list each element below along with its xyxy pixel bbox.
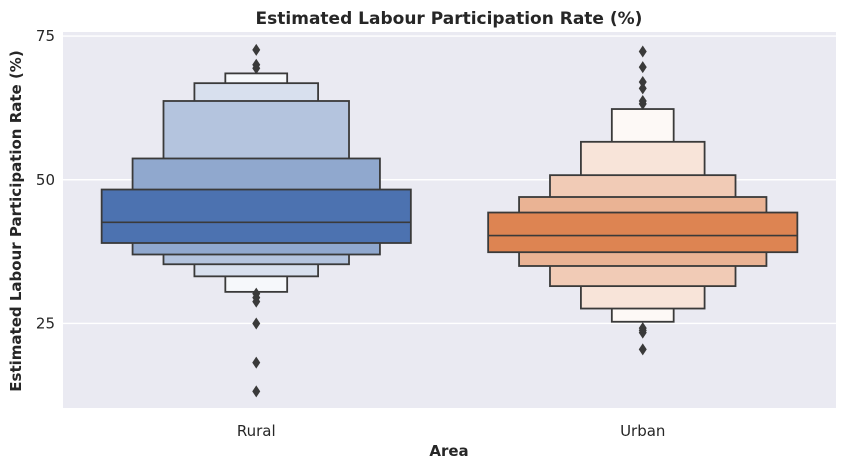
- x-axis-label: Area: [429, 442, 468, 460]
- x-tick-label: Urban: [620, 422, 665, 440]
- y-axis-label: Estimated Labour Participation Rate (%): [7, 50, 25, 391]
- boxen-box: [487, 211, 799, 254]
- y-tick-label: 75: [36, 27, 55, 45]
- outlier-point: [252, 62, 261, 75]
- outlier-point: [252, 356, 261, 369]
- data-layer: [100, 43, 799, 398]
- outlier-point: [638, 97, 647, 110]
- y-tick-label: 50: [36, 171, 55, 189]
- outlier-point: [252, 43, 261, 56]
- chart-title: Estimated Labour Participation Rate (%): [256, 9, 643, 29]
- boxen-box: [100, 188, 412, 244]
- outlier-point: [638, 82, 647, 95]
- outlier-point: [638, 76, 647, 89]
- outlier-point: [638, 61, 647, 74]
- tick-labels: 25 50 75 Rural Urban: [36, 27, 666, 440]
- outlier-point: [252, 295, 261, 308]
- boxen-urban: [487, 45, 799, 356]
- outlier-point: [638, 45, 647, 58]
- x-tick-label: Rural: [237, 422, 276, 440]
- y-tick-label: 25: [36, 314, 55, 332]
- outlier-point: [638, 326, 647, 339]
- outlier-point: [252, 317, 261, 330]
- outlier-point: [252, 385, 261, 398]
- boxen-rural: [100, 43, 412, 398]
- outlier-point: [638, 343, 647, 356]
